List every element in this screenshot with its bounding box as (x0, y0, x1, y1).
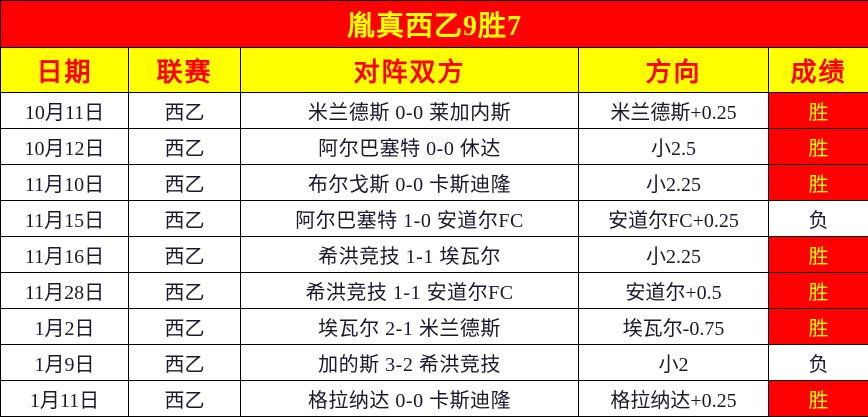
status-badge: 胜 (769, 273, 868, 309)
status-badge: 胜 (769, 309, 868, 345)
cell-match: 加的斯 3-2 希洪竞技 (241, 345, 579, 381)
cell-direction: 小2.25 (579, 237, 769, 273)
cell-date: 1月9日 (1, 345, 129, 381)
cell-direction: 米兰德斯+0.25 (579, 93, 769, 129)
status-badge: 负 (769, 201, 868, 237)
cell-direction: 安道尔+0.5 (579, 273, 769, 309)
cell-match: 阿尔巴塞特 1-0 安道尔FC (241, 201, 579, 237)
cell-direction: 埃瓦尔-0.75 (579, 309, 769, 345)
cell-match: 米兰德斯 0-0 莱加内斯 (241, 93, 579, 129)
cell-match: 埃瓦尔 2-1 米兰德斯 (241, 309, 579, 345)
cell-date: 11月16日 (1, 237, 129, 273)
cell-league: 西乙 (129, 381, 241, 417)
title-banner-row: 胤真西乙9胜7 (1, 1, 868, 48)
column-header-date: 日期 (1, 48, 129, 93)
cell-match: 希洪竞技 1-1 埃瓦尔 (241, 237, 579, 273)
cell-direction: 安道尔FC+0.25 (579, 201, 769, 237)
page-title: 胤真西乙9胜7 (1, 1, 868, 48)
cell-match: 布尔戈斯 0-0 卡斯迪隆 (241, 165, 579, 201)
cell-date: 11月10日 (1, 165, 129, 201)
cell-match: 希洪竞技 1-1 安道尔FC (241, 273, 579, 309)
cell-direction: 小2.5 (579, 129, 769, 165)
cell-match: 阿尔巴塞特 0-0 休达 (241, 129, 579, 165)
cell-date: 1月2日 (1, 309, 129, 345)
cell-match: 格拉纳达 0-0 卡斯迪隆 (241, 381, 579, 417)
cell-date: 11月28日 (1, 273, 129, 309)
cell-date: 1月11日 (1, 381, 129, 417)
status-badge: 胜 (769, 165, 868, 201)
cell-league: 西乙 (129, 345, 241, 381)
cell-direction: 小2 (579, 345, 769, 381)
cell-date: 10月12日 (1, 129, 129, 165)
cell-league: 西乙 (129, 165, 241, 201)
cell-league: 西乙 (129, 93, 241, 129)
status-badge: 胜 (769, 237, 868, 273)
column-header-direction: 方向 (579, 48, 769, 93)
cell-league: 西乙 (129, 237, 241, 273)
cell-league: 西乙 (129, 309, 241, 345)
cell-league: 西乙 (129, 273, 241, 309)
status-badge: 胜 (769, 129, 868, 165)
status-badge: 胜 (769, 381, 868, 417)
status-badge: 胜 (769, 93, 868, 129)
cell-league: 西乙 (129, 201, 241, 237)
cell-date: 11月15日 (1, 201, 129, 237)
column-header-result: 成绩 (769, 48, 868, 93)
column-header-row: 日期 联赛 对阵双方 方向 成绩 (1, 48, 868, 93)
cell-date: 10月11日 (1, 93, 129, 129)
cell-league: 西乙 (129, 129, 241, 165)
column-header-league: 联赛 (129, 48, 241, 93)
status-badge: 负 (769, 345, 868, 381)
column-header-match: 对阵双方 (241, 48, 579, 93)
cell-direction: 小2.25 (579, 165, 769, 201)
cell-direction: 格拉纳达+0.25 (579, 381, 769, 417)
